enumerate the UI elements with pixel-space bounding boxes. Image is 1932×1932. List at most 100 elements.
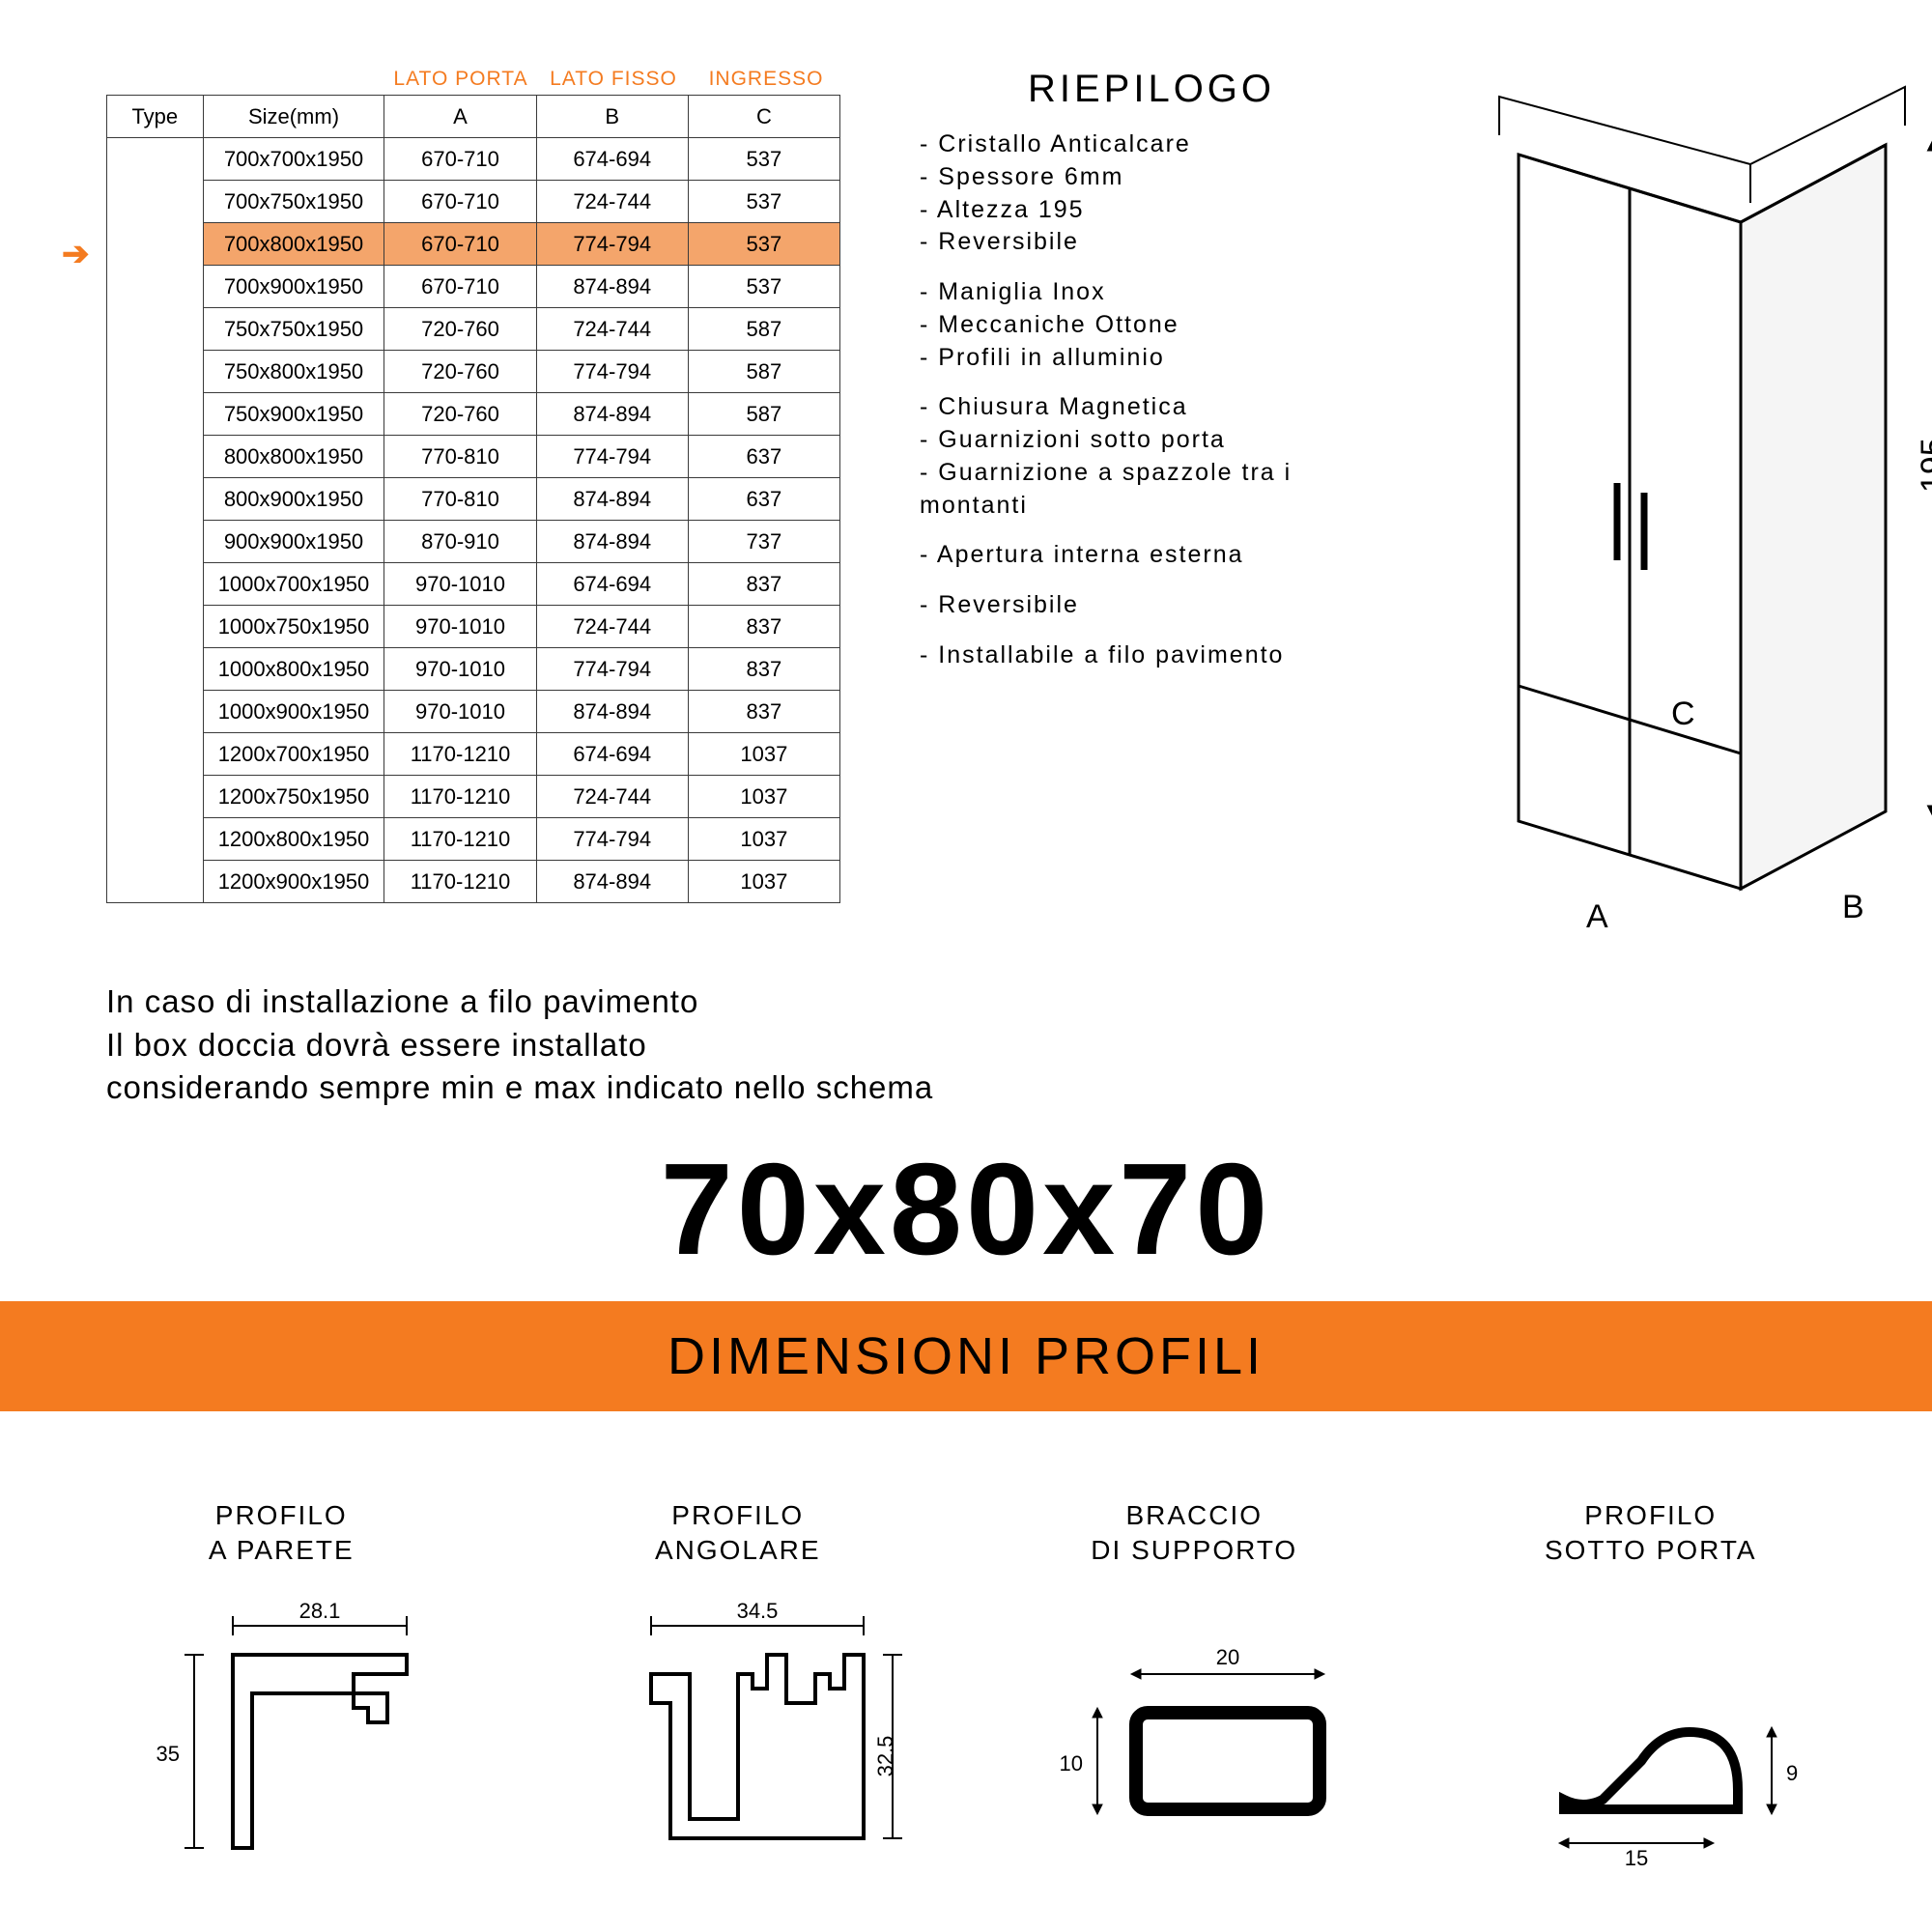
colhdr-ingresso: INGRESSO xyxy=(690,68,842,91)
p4-title-l2: SOTTO PORTA xyxy=(1545,1535,1757,1565)
cell-size: 1000x800x1950 xyxy=(203,648,384,691)
table-row: 700x700x1950670-710674-694537 xyxy=(107,138,840,181)
cell-a: 670-710 xyxy=(384,266,536,308)
cell-size: 700x700x1950 xyxy=(203,138,384,181)
table-row: 1000x750x1950970-1010724-744837 xyxy=(107,606,840,648)
profiles-row: PROFILO A PARETE 28.1 35 PROFILO AN xyxy=(0,1411,1932,1873)
p4-h: 9 xyxy=(1786,1761,1798,1785)
cell-c: 637 xyxy=(688,478,839,521)
p3-h: 10 xyxy=(1060,1751,1083,1776)
cell-a: 970-1010 xyxy=(384,691,536,733)
cell-a: 670-710 xyxy=(384,181,536,223)
p1-title-l1: PROFILO xyxy=(215,1500,348,1530)
cell-b: 774-794 xyxy=(536,351,688,393)
cell-c: 537 xyxy=(688,138,839,181)
table-row: 750x800x1950720-760774-794587 xyxy=(107,351,840,393)
riepilogo-title: RIEPILOGO xyxy=(920,68,1383,111)
label-b: B xyxy=(1842,889,1864,925)
cell-c: 587 xyxy=(688,351,839,393)
cell-size: 700x750x1950 xyxy=(203,181,384,223)
label-a: A xyxy=(1586,898,1608,935)
cell-b: 774-794 xyxy=(536,818,688,861)
th-type: Type xyxy=(107,96,204,138)
riepilogo-item: Spessore 6mm xyxy=(920,161,1383,194)
cell-c: 1037 xyxy=(688,733,839,776)
riepilogo-item: Altezza 195 xyxy=(920,194,1383,227)
cell-b: 724-744 xyxy=(536,181,688,223)
cell-size: 750x900x1950 xyxy=(203,393,384,436)
cell-size: 1200x800x1950 xyxy=(203,818,384,861)
cell-a: 1170-1210 xyxy=(384,776,536,818)
shower-diagram: C A B 195 xyxy=(1461,68,1932,942)
p1-h: 35 xyxy=(156,1742,180,1766)
cell-b: 774-794 xyxy=(536,223,688,266)
p3-w: 20 xyxy=(1216,1645,1239,1669)
cell-c: 537 xyxy=(688,181,839,223)
install-note-l1: In caso di installazione a filo paviment… xyxy=(106,980,1932,1024)
cell-size: 750x750x1950 xyxy=(203,308,384,351)
cell-c: 587 xyxy=(688,308,839,351)
cell-b: 874-894 xyxy=(536,266,688,308)
table-row: 1200x900x19501170-1210874-8941037 xyxy=(107,861,840,903)
cell-a: 970-1010 xyxy=(384,563,536,606)
riepilogo-panel: RIEPILOGO Cristallo AnticalcareSpessore … xyxy=(920,68,1383,942)
cell-size: 750x800x1950 xyxy=(203,351,384,393)
riepilogo-item: Profili in alluminio xyxy=(920,342,1383,375)
table-row: 1200x800x19501170-1210774-7941037 xyxy=(107,818,840,861)
riepilogo-list: Cristallo AnticalcareSpessore 6mmAltezza… xyxy=(920,128,1383,672)
colhdr-lato-fisso: LATO FISSO xyxy=(537,68,690,91)
label-c: C xyxy=(1671,696,1695,732)
install-note-l3: considerando sempre min e max indicato n… xyxy=(106,1066,1932,1110)
cell-a: 670-710 xyxy=(384,138,536,181)
riepilogo-item: Meccaniche Ottone xyxy=(920,309,1383,342)
table-row: 900x900x1950870-910874-894737 xyxy=(107,521,840,563)
cell-b: 874-894 xyxy=(536,861,688,903)
cell-c: 1037 xyxy=(688,776,839,818)
top-section: LATO PORTA LATO FISSO INGRESSO Type Size… xyxy=(0,0,1932,942)
p2-title-l2: ANGOLARE xyxy=(655,1535,821,1565)
table-row: 1000x800x1950970-1010774-794837 xyxy=(107,648,840,691)
cell-size: 1000x700x1950 xyxy=(203,563,384,606)
cell-c: 587 xyxy=(688,393,839,436)
profile-braccio: BRACCIO DI SUPPORTO 20 10 xyxy=(990,1498,1399,1873)
p3-title-l2: DI SUPPORTO xyxy=(1091,1535,1297,1565)
th-b: B xyxy=(536,96,688,138)
p4-title-l1: PROFILO xyxy=(1584,1500,1717,1530)
table-header-row: Type Size(mm) A B C xyxy=(107,96,840,138)
riepilogo-item: Guarnizioni sotto porta xyxy=(920,424,1383,457)
table-row: 1200x700x19501170-1210674-6941037 xyxy=(107,733,840,776)
cell-size: 1200x700x1950 xyxy=(203,733,384,776)
install-note: In caso di installazione a filo paviment… xyxy=(106,980,1932,1110)
th-size: Size(mm) xyxy=(203,96,384,138)
table-row: 750x900x1950720-760874-894587 xyxy=(107,393,840,436)
cell-a: 970-1010 xyxy=(384,606,536,648)
profile-angolare: PROFILO ANGOLARE 34.5 32.5 xyxy=(534,1498,943,1873)
cell-c: 537 xyxy=(688,223,839,266)
cell-b: 724-744 xyxy=(536,606,688,648)
cell-b: 674-694 xyxy=(536,563,688,606)
p2-title-l1: PROFILO xyxy=(671,1500,804,1530)
type-cell xyxy=(107,138,204,903)
spec-table: Type Size(mm) A B C 700x700x1950670-7106… xyxy=(106,95,840,903)
cell-c: 837 xyxy=(688,563,839,606)
th-c: C xyxy=(688,96,839,138)
riepilogo-item: Chiusura Magnetica xyxy=(920,391,1383,424)
cell-b: 874-894 xyxy=(536,521,688,563)
cell-b: 724-744 xyxy=(536,308,688,351)
cell-a: 1170-1210 xyxy=(384,733,536,776)
riepilogo-item: Installabile a filo pavimento xyxy=(920,639,1383,672)
table-row: 700x900x1950670-710874-894537 xyxy=(107,266,840,308)
cell-size: 700x800x1950 xyxy=(203,223,384,266)
cell-a: 720-760 xyxy=(384,351,536,393)
cell-b: 774-794 xyxy=(536,648,688,691)
p2-h: 32.5 xyxy=(873,1736,897,1777)
cell-b: 874-894 xyxy=(536,393,688,436)
p4-w: 15 xyxy=(1625,1846,1648,1867)
cell-size: 800x900x1950 xyxy=(203,478,384,521)
cell-b: 724-744 xyxy=(536,776,688,818)
profile-sotto-porta: PROFILO SOTTO PORTA 15 9 xyxy=(1447,1498,1856,1873)
profile-parete: PROFILO A PARETE 28.1 35 xyxy=(77,1498,486,1873)
table-super-headers: LATO PORTA LATO FISSO INGRESSO xyxy=(384,68,842,91)
cell-c: 637 xyxy=(688,436,839,478)
th-a: A xyxy=(384,96,536,138)
